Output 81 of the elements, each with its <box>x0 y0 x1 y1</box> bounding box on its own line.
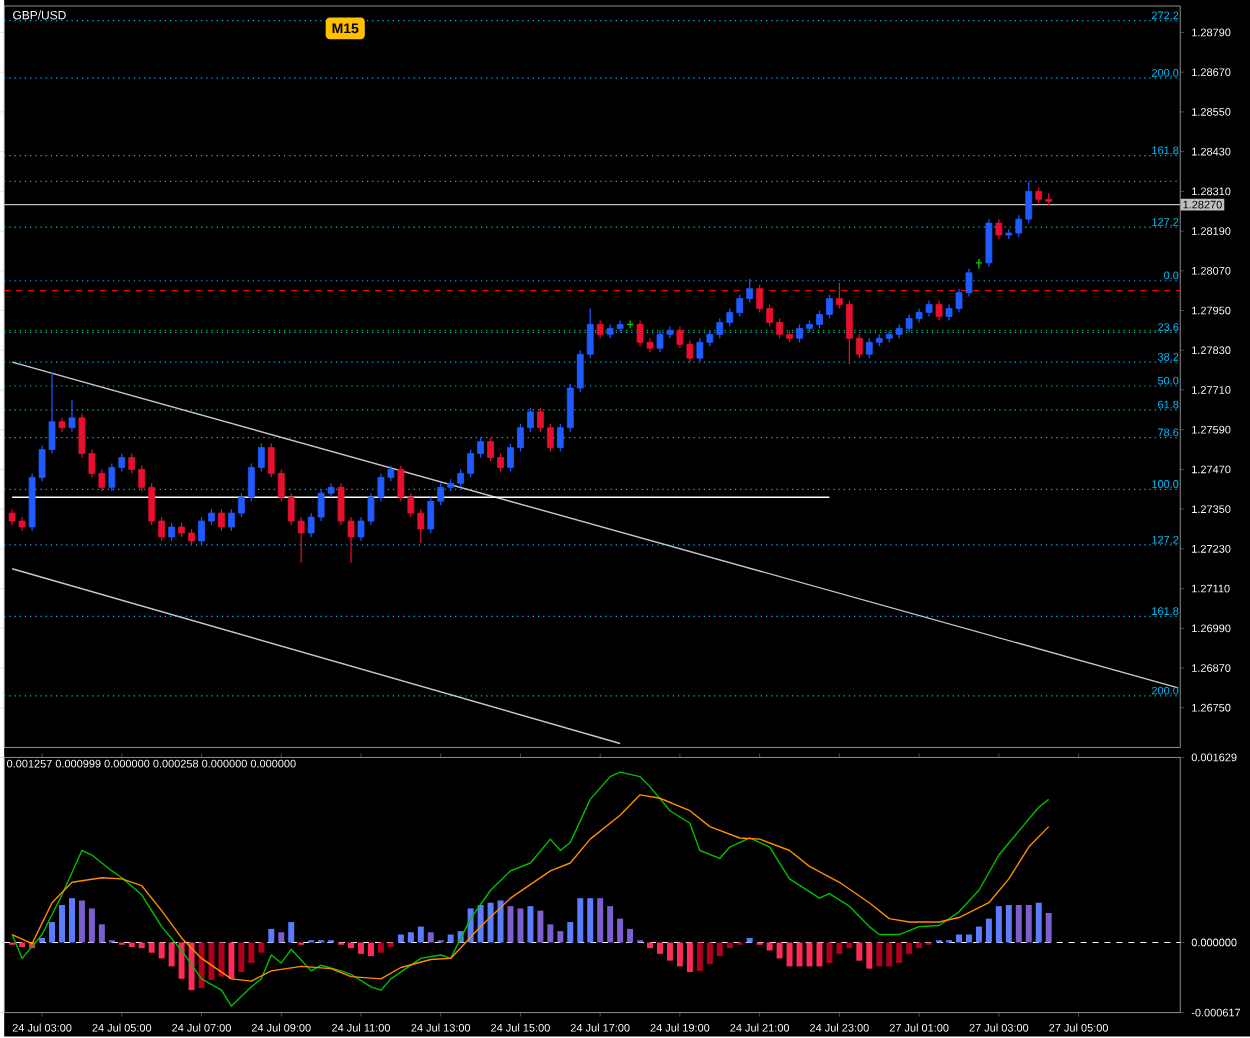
bar <box>427 932 434 943</box>
bar <box>238 942 245 972</box>
bar <box>836 942 843 954</box>
bar <box>358 942 364 954</box>
bar <box>866 942 873 969</box>
bar <box>786 942 793 967</box>
bar <box>228 942 235 979</box>
bar <box>78 900 85 943</box>
bar <box>487 902 494 943</box>
bar <box>497 900 504 943</box>
bar <box>577 898 584 943</box>
bar <box>188 942 195 991</box>
bar <box>268 928 275 943</box>
bar <box>567 921 574 943</box>
bar <box>348 942 355 949</box>
bar <box>587 898 594 943</box>
bar <box>258 942 265 953</box>
bar <box>49 921 56 943</box>
bar <box>537 910 544 943</box>
bar <box>248 942 255 963</box>
bar <box>1005 904 1012 943</box>
bar <box>88 908 95 943</box>
bar <box>856 942 863 961</box>
bar <box>517 908 524 943</box>
bar <box>1035 902 1042 943</box>
bar <box>696 942 703 971</box>
bar <box>776 942 783 959</box>
bar <box>1025 904 1032 943</box>
bar <box>706 942 713 964</box>
bar <box>547 924 554 943</box>
bar <box>59 904 65 943</box>
line-series <box>11 771 1050 1007</box>
bar <box>686 942 693 972</box>
bar <box>656 942 663 954</box>
bar <box>876 942 883 967</box>
bar <box>98 924 105 943</box>
bar <box>617 918 624 943</box>
bar <box>766 942 773 951</box>
candlestick <box>935 299 943 321</box>
bar <box>846 942 853 949</box>
bar <box>367 942 374 956</box>
bar <box>477 904 484 943</box>
bar <box>975 926 982 943</box>
bar <box>826 942 833 963</box>
bar <box>896 942 903 963</box>
bar <box>607 905 614 943</box>
bar <box>68 898 75 943</box>
bar <box>886 942 893 967</box>
bar <box>1045 912 1052 943</box>
bar <box>906 942 913 954</box>
bar <box>597 898 604 943</box>
bar <box>627 928 634 943</box>
bar <box>178 942 185 979</box>
bar <box>288 921 295 943</box>
candlestick <box>68 399 76 433</box>
bar <box>916 942 923 949</box>
candlestick <box>985 218 993 268</box>
bar <box>676 942 683 967</box>
bar <box>148 942 155 953</box>
candlestick <box>218 508 225 532</box>
bar <box>407 932 414 943</box>
bar <box>557 930 564 943</box>
bar <box>995 905 1002 943</box>
bar <box>278 932 285 943</box>
bar <box>716 942 723 956</box>
bar <box>985 918 992 943</box>
bar <box>168 942 175 967</box>
bar <box>816 942 823 967</box>
bar <box>138 942 145 949</box>
bar <box>527 905 534 943</box>
line-series <box>11 793 1050 982</box>
bar <box>218 942 225 977</box>
bar <box>1015 904 1022 943</box>
bar <box>666 942 673 961</box>
bar <box>726 942 733 949</box>
bar <box>158 942 165 959</box>
bar <box>198 942 205 988</box>
bar <box>417 926 424 943</box>
bar <box>377 942 384 953</box>
bar <box>647 942 654 949</box>
candlestick <box>995 218 1003 240</box>
